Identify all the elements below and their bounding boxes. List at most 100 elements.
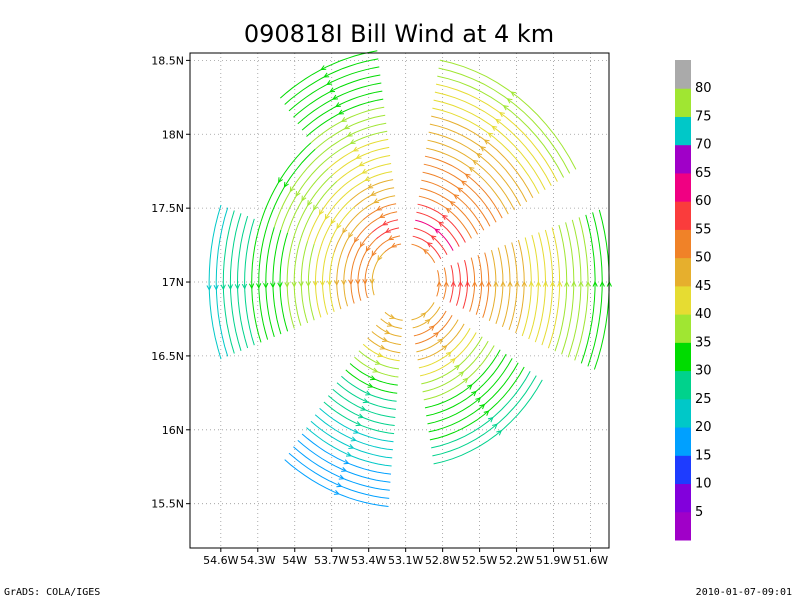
colorbar-label: 10 (695, 477, 712, 492)
streamline (301, 90, 383, 131)
colorbar-swatch (675, 370, 691, 400)
streamline-arrow (436, 280, 442, 287)
streamline-arrow (483, 139, 490, 145)
streamline (358, 195, 396, 214)
streamline (373, 251, 386, 270)
streamline-arrow (343, 459, 350, 465)
streamline-arrow (506, 98, 513, 104)
streamline-arrow (464, 173, 471, 179)
streamline-arrow (390, 242, 397, 248)
streamline-arrow (220, 284, 226, 291)
streamline-arrow (422, 248, 429, 255)
streamline (313, 193, 347, 245)
colorbar-label: 45 (695, 279, 712, 294)
streamline (431, 371, 531, 449)
streamline (293, 446, 390, 491)
streamline-arrow (343, 124, 350, 130)
streamline-arrow (514, 280, 520, 287)
streamline (244, 218, 255, 346)
streamline (423, 163, 497, 223)
streamline-arrow (487, 132, 494, 138)
streamline (349, 179, 394, 201)
streamline-arrow (323, 72, 330, 78)
streamline-arrow (445, 351, 452, 357)
streamline-arrow (263, 282, 269, 289)
streamline (501, 244, 511, 328)
x-tick-label: 53.4W (351, 554, 386, 567)
streamline (333, 212, 360, 253)
colorbar-swatch (675, 483, 691, 513)
streamline (258, 224, 269, 340)
streamline (340, 219, 364, 256)
streamline-arrow (348, 279, 354, 286)
colorbar: 5 10 15 20 25 30 35 40 45 50 55 60 65 70 75 80 (675, 60, 712, 541)
streamline (424, 349, 501, 409)
y-tick-label: 18.5N (151, 54, 184, 67)
streamline (354, 356, 399, 378)
streamline (521, 237, 532, 337)
streamline (320, 200, 351, 247)
streamline-arrow (479, 403, 486, 410)
streamline-arrow (206, 285, 212, 292)
streamline (297, 82, 382, 125)
streamline (426, 353, 507, 417)
streamline-arrow (307, 200, 313, 207)
streamline (215, 207, 229, 357)
streamline (547, 227, 561, 349)
streamline-arrow (365, 246, 371, 253)
streamline-arrow (428, 325, 435, 331)
streamline-arrow (365, 390, 372, 396)
streamline-arrow (460, 180, 467, 186)
streamline-arrow (369, 375, 377, 381)
streamline-arrow (377, 255, 383, 262)
streamline-arrow (333, 280, 340, 286)
streamline-arrow (379, 344, 386, 350)
streamline (433, 379, 543, 465)
streamline (587, 212, 603, 367)
streamline (375, 227, 400, 240)
streamline (482, 252, 490, 318)
streamline (421, 336, 483, 385)
streamline-arrow (355, 154, 362, 159)
streamline-arrow (350, 436, 357, 442)
streamline (208, 204, 222, 360)
streamline-arrow (585, 280, 591, 287)
streamline (323, 401, 395, 435)
streamline-arrow (502, 105, 509, 111)
streamline (284, 459, 389, 507)
colorbar-swatch (675, 455, 691, 485)
streamline-arrow (298, 281, 304, 288)
streamline-arrow (340, 117, 347, 122)
streamline-arrow (227, 284, 233, 291)
streamline-arrow (341, 467, 348, 472)
streamline (314, 114, 386, 150)
colorbar-swatch (675, 60, 691, 89)
streamline-arrow (305, 281, 311, 288)
streamline (354, 187, 395, 208)
streamline-arrow (493, 280, 499, 287)
streamline-arrow (441, 214, 448, 220)
streamline (287, 168, 329, 233)
x-tick-label: 52.2W (499, 554, 534, 567)
streamline (437, 75, 565, 178)
streamline-arrow (359, 241, 365, 248)
colorbar-swatch (675, 314, 691, 343)
streamline (424, 155, 503, 219)
streamline-arrow (342, 227, 348, 234)
streamline (267, 148, 316, 225)
streamline (561, 222, 575, 355)
streamline-arrow (270, 282, 276, 289)
x-tick-label: 54W (282, 554, 307, 567)
streamline (528, 234, 539, 340)
streamline (332, 146, 390, 176)
streamline-arrow (374, 360, 381, 365)
streamline (341, 163, 392, 189)
streamline-arrow (331, 94, 339, 100)
streamline-field (206, 50, 612, 507)
streamline (428, 131, 522, 207)
streamline-arrow (376, 205, 383, 211)
streamline (343, 257, 348, 307)
streamline-arrow (472, 280, 478, 287)
streamline-arrow (367, 382, 374, 388)
streamline-arrow (492, 423, 498, 429)
